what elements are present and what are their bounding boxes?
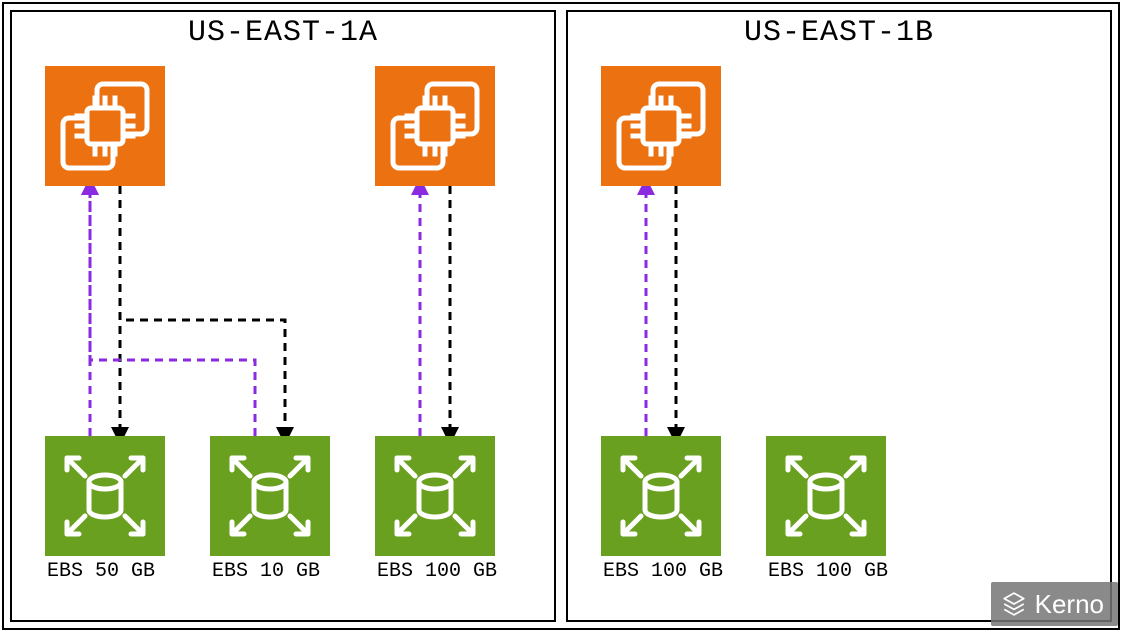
ec2-instance-icon <box>601 66 721 186</box>
ebs-size-label: EBS 100 GB <box>768 560 888 583</box>
ebs-volume-icon <box>210 436 330 556</box>
ec2-instance-icon <box>375 66 495 186</box>
ebs-volume-icon <box>375 436 495 556</box>
ebs-volume-icon <box>601 436 721 556</box>
zone-b-title: US-EAST-1B <box>568 16 1110 50</box>
ebs-volume-icon <box>766 436 886 556</box>
ebs-size-label: EBS 10 GB <box>212 560 320 583</box>
kerno-logo-icon <box>1001 591 1027 617</box>
ebs-size-label: EBS 50 GB <box>47 560 155 583</box>
watermark-text: Kerno <box>1035 589 1104 620</box>
zone-a-title: US-EAST-1A <box>12 16 554 50</box>
watermark: Kerno <box>991 582 1118 626</box>
ebs-size-label: EBS 100 GB <box>377 560 497 583</box>
ec2-instance-icon <box>45 66 165 186</box>
ebs-size-label: EBS 100 GB <box>603 560 723 583</box>
ebs-volume-icon <box>45 436 165 556</box>
